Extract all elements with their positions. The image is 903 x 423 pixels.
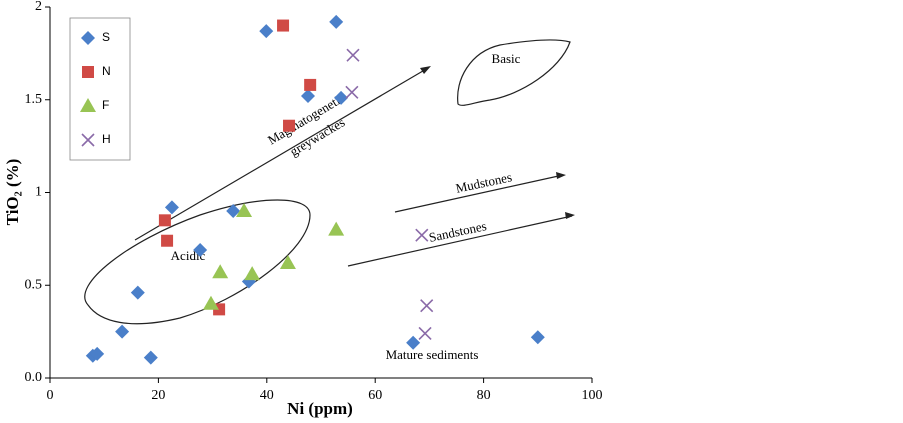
- y-tick-label: 0.0: [25, 370, 43, 385]
- x-tick-label: 0: [47, 388, 54, 403]
- point: [115, 324, 130, 339]
- y-tick-label: 1: [35, 185, 42, 200]
- point: [530, 330, 545, 345]
- arrow: [394, 174, 564, 213]
- arrowheads: [420, 66, 575, 219]
- legend-box: [69, 17, 131, 161]
- point: [334, 90, 349, 105]
- point: [415, 228, 429, 242]
- point: [90, 346, 105, 361]
- point: [279, 254, 296, 269]
- y-tick-label: 2: [35, 0, 42, 14]
- x-tick-label: 80: [477, 388, 491, 403]
- point: [328, 221, 345, 236]
- point: [202, 295, 219, 310]
- legend-marker: [81, 133, 95, 147]
- y-axis-label: TiO₂ (%): [3, 159, 22, 226]
- acidic-field: [84, 199, 311, 325]
- y-tick-label: 1.5: [25, 92, 43, 107]
- point: [161, 234, 174, 247]
- legend-marker: [80, 98, 96, 112]
- legend-label: F: [102, 98, 109, 112]
- point: [329, 14, 344, 29]
- point: [283, 119, 296, 132]
- point: [345, 85, 359, 99]
- point: [420, 299, 434, 313]
- point: [244, 266, 261, 281]
- arrow: [134, 67, 429, 241]
- legend-marker: [81, 31, 95, 45]
- annotation: Basic: [492, 51, 521, 66]
- point: [406, 335, 421, 350]
- point: [226, 204, 241, 219]
- x-tick-label: 20: [151, 388, 165, 403]
- point: [304, 78, 317, 91]
- y-tick-label: 0.5: [25, 277, 43, 292]
- arrowhead: [420, 66, 431, 74]
- legend-label: N: [102, 64, 111, 78]
- point: [158, 214, 171, 227]
- point: [346, 48, 360, 62]
- arrowhead: [556, 172, 566, 179]
- annotation: Mature sediments: [386, 347, 479, 362]
- legend-label: S: [102, 30, 110, 44]
- x-tick-label: 100: [582, 388, 603, 403]
- point: [236, 203, 253, 218]
- point: [130, 285, 145, 300]
- annotation: Mudstones: [454, 169, 513, 196]
- x-tick-label: 60: [368, 388, 382, 403]
- point: [418, 326, 432, 341]
- x-axis-label: Ni (ppm): [287, 399, 353, 418]
- basic-field: [457, 39, 571, 106]
- point: [193, 243, 208, 258]
- arrowhead: [565, 212, 575, 219]
- legend-label: H: [102, 132, 111, 146]
- point: [164, 200, 179, 215]
- x-tick-label: 40: [260, 388, 274, 403]
- region-shapes: [84, 39, 573, 325]
- point: [259, 24, 274, 39]
- point: [143, 350, 158, 365]
- point: [300, 89, 315, 104]
- arrow: [347, 215, 573, 267]
- point: [277, 19, 290, 32]
- point: [212, 264, 229, 279]
- legend-marker: [82, 66, 94, 78]
